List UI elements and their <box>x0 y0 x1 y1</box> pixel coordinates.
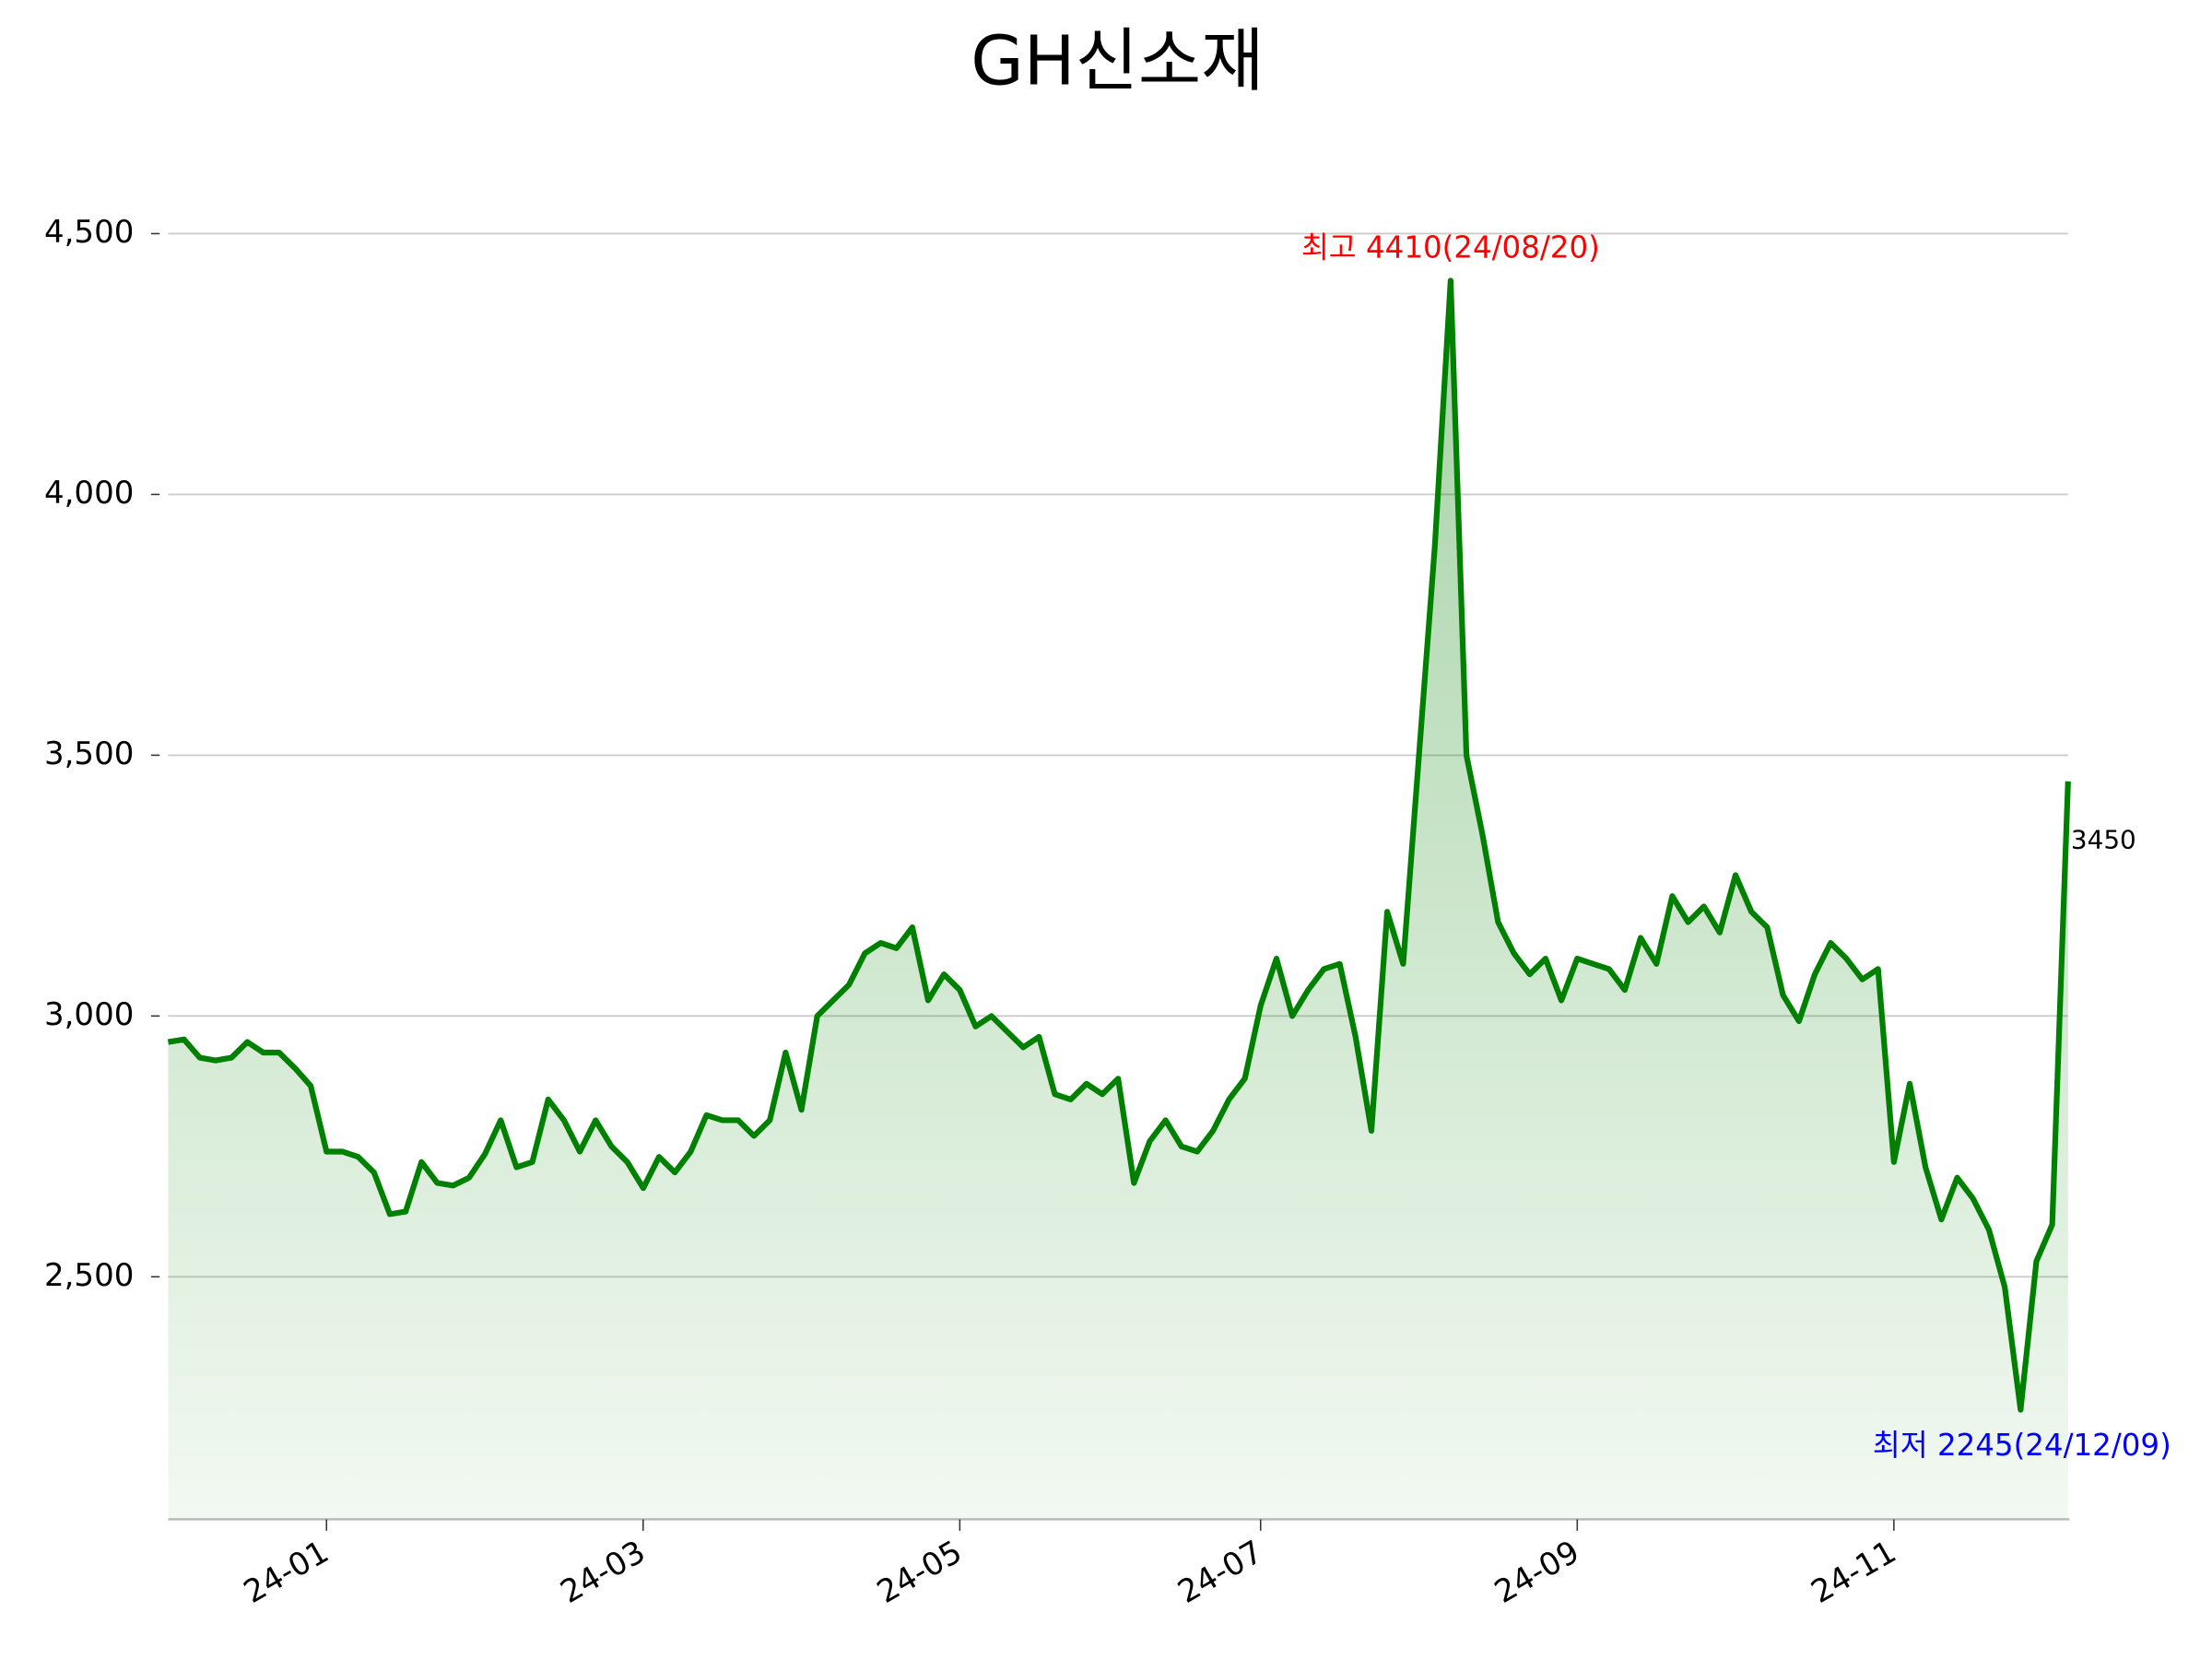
x-tick-label: 24-05 <box>871 1534 969 1611</box>
x-tick-label: 24-03 <box>554 1534 652 1611</box>
last-value-label: 3450 <box>2071 825 2136 855</box>
y-tick-label: 4,000 <box>44 475 134 512</box>
y-tick-label: 2,500 <box>44 1257 134 1294</box>
x-tick-label: 24-11 <box>1806 1534 1903 1611</box>
x-tick-label: 24-01 <box>238 1534 335 1611</box>
y-tick-label: 4,500 <box>44 214 134 251</box>
min-annotation: 최저 2245(24/12/09) <box>1873 1428 2171 1463</box>
area <box>168 280 2068 1520</box>
x-tick-label: 24-09 <box>1488 1534 1586 1611</box>
y-tick-label: 3,500 <box>44 735 134 772</box>
x-tick-label: 24-07 <box>1171 1534 1269 1611</box>
chart-title: GH신소재 <box>971 21 1264 101</box>
line <box>167 277 2071 1413</box>
y-tick-label: 3,000 <box>44 996 134 1033</box>
max-annotation: 최고 4410(24/08/20) <box>1301 229 1600 265</box>
